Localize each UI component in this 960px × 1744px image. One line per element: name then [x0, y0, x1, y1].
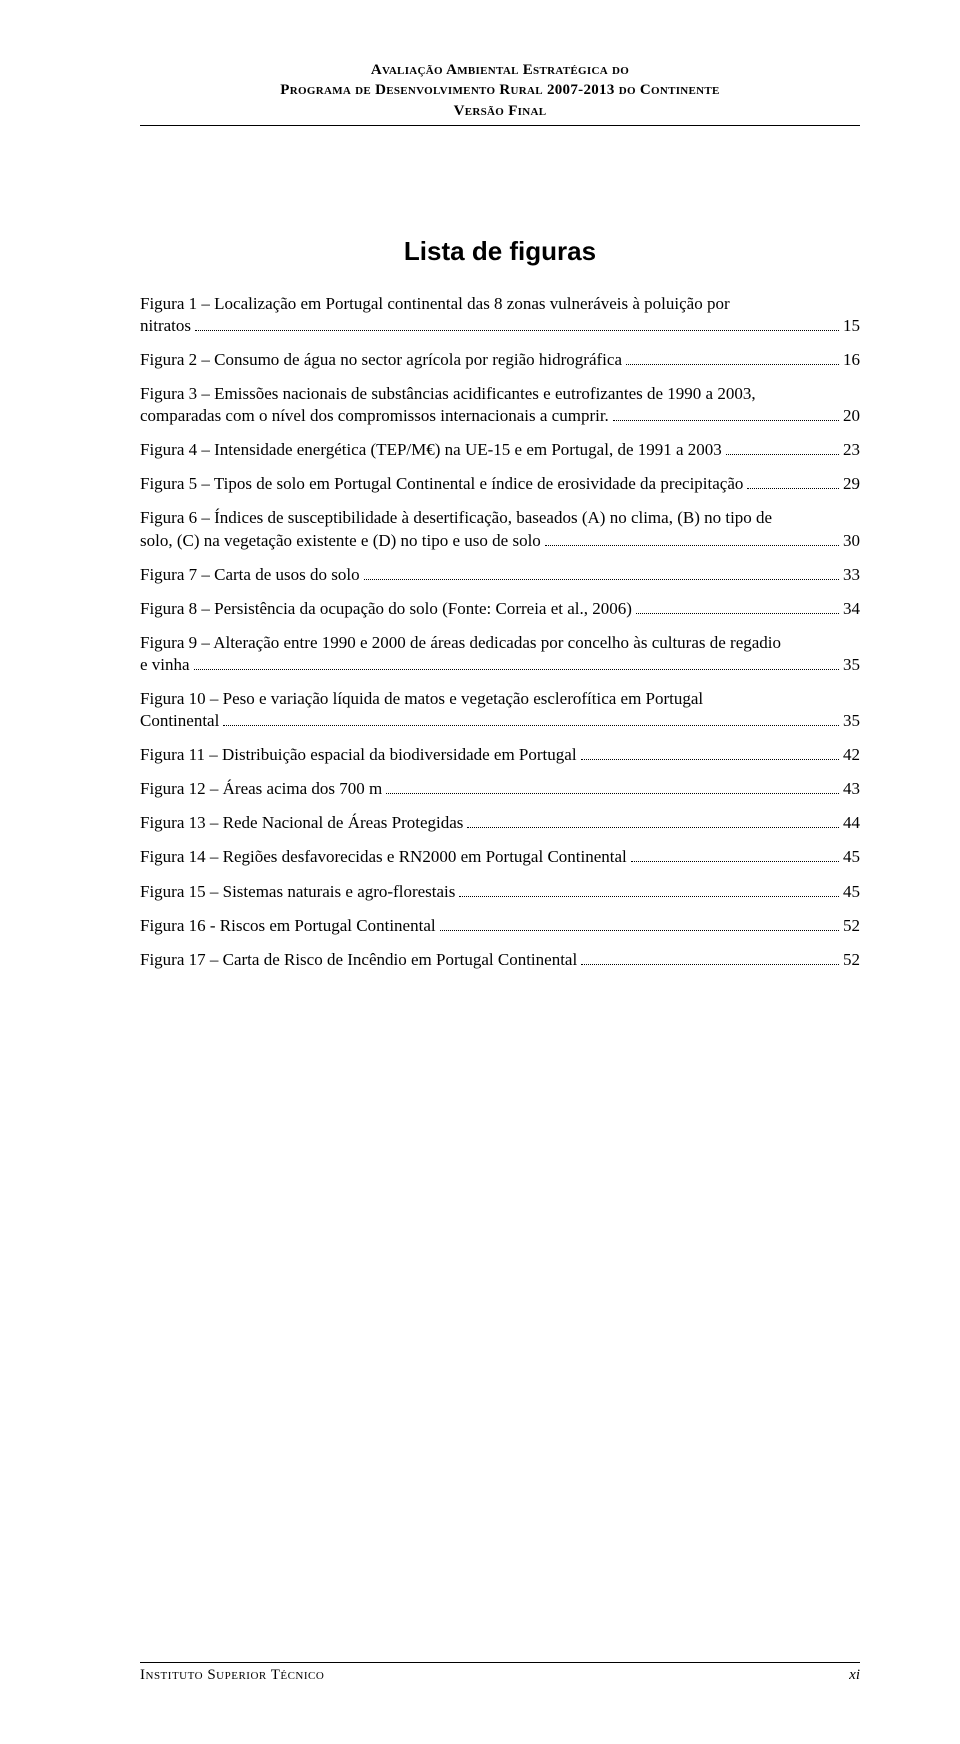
list-of-figures: Figura 1 – Localização em Portugal conti… — [140, 293, 860, 971]
toc-entry: Figura 4 – Intensidade energética (TEP/M… — [140, 439, 860, 461]
toc-entry-text-last: Figura 11 – Distribuição espacial da bio… — [140, 744, 577, 766]
toc-entry-text-last: Figura 2 – Consumo de água no sector agr… — [140, 349, 622, 371]
toc-leader-dots — [223, 725, 839, 726]
toc-entry-text-last: comparadas com o nível dos compromissos … — [140, 405, 609, 427]
toc-entry: Figura 14 – Regiões desfavorecidas e RN2… — [140, 846, 860, 868]
toc-leader-dots — [726, 454, 839, 455]
header-line-1: Avaliação Ambiental Estratégica do — [140, 60, 860, 80]
toc-entry-page: 45 — [843, 881, 860, 903]
footer-institution: Instituto Superior Técnico — [140, 1667, 324, 1684]
toc-entry: Figura 16 - Riscos em Portugal Continent… — [140, 915, 860, 937]
toc-entry-page: 23 — [843, 439, 860, 461]
page-title: Lista de figuras — [140, 236, 860, 267]
toc-leader-dots — [626, 364, 839, 365]
toc-entry: Figura 2 – Consumo de água no sector agr… — [140, 349, 860, 371]
toc-entry-page: 34 — [843, 598, 860, 620]
toc-entry-text-last: Figura 17 – Carta de Risco de Incêndio e… — [140, 949, 577, 971]
toc-leader-dots — [459, 896, 839, 897]
toc-entry-page: 45 — [843, 846, 860, 868]
toc-leader-dots — [195, 330, 839, 331]
toc-entry-page: 20 — [843, 405, 860, 427]
toc-entry-text: Figura 1 – Localização em Portugal conti… — [140, 293, 860, 315]
toc-entry: Figura 11 – Distribuição espacial da bio… — [140, 744, 860, 766]
toc-entry-page: 33 — [843, 564, 860, 586]
toc-entry: Figura 9 – Alteração entre 1990 e 2000 d… — [140, 632, 860, 676]
toc-leader-dots — [194, 669, 839, 670]
document-header: Avaliação Ambiental Estratégica do Progr… — [140, 60, 860, 121]
toc-entry-page: 44 — [843, 812, 860, 834]
toc-entry-text-last: Figura 16 - Riscos em Portugal Continent… — [140, 915, 436, 937]
toc-leader-dots — [581, 759, 839, 760]
toc-entry: Figura 17 – Carta de Risco de Incêndio e… — [140, 949, 860, 971]
toc-entry-page: 35 — [843, 654, 860, 676]
toc-leader-dots — [386, 793, 839, 794]
toc-entry-text: Figura 3 – Emissões nacionais de substân… — [140, 383, 860, 405]
toc-entry-text-last: Figura 15 – Sistemas naturais e agro-flo… — [140, 881, 455, 903]
toc-entry-page: 35 — [843, 710, 860, 732]
header-line-3: Versão Final — [140, 101, 860, 121]
toc-entry-text-last: solo, (C) na vegetação existente e (D) n… — [140, 530, 541, 552]
toc-leader-dots — [364, 579, 839, 580]
toc-entry-text-last: Figura 13 – Rede Nacional de Áreas Prote… — [140, 812, 463, 834]
footer-rule — [140, 1662, 860, 1663]
toc-entry-text-last: Figura 14 – Regiões desfavorecidas e RN2… — [140, 846, 627, 868]
header-line-2: Programa de Desenvolvimento Rural 2007-2… — [140, 80, 860, 100]
toc-entry: Figura 6 – Índices de susceptibilidade à… — [140, 507, 860, 551]
toc-entry: Figura 1 – Localização em Portugal conti… — [140, 293, 860, 337]
toc-entry-text-last: Figura 12 – Áreas acima dos 700 m — [140, 778, 382, 800]
toc-entry-page: 29 — [843, 473, 860, 495]
toc-entry-text-last: Figura 7 – Carta de usos do solo — [140, 564, 360, 586]
toc-leader-dots — [440, 930, 839, 931]
toc-entry-page: 43 — [843, 778, 860, 800]
toc-leader-dots — [631, 861, 839, 862]
toc-entry: Figura 15 – Sistemas naturais e agro-flo… — [140, 881, 860, 903]
toc-entry-page: 16 — [843, 349, 860, 371]
footer-page-number: xi — [849, 1667, 860, 1684]
header-rule — [140, 125, 860, 126]
document-footer: Instituto Superior Técnico xi — [140, 1662, 860, 1684]
toc-leader-dots — [581, 964, 839, 965]
toc-leader-dots — [747, 488, 839, 489]
toc-entry-page: 52 — [843, 915, 860, 937]
toc-entry: Figura 8 – Persistência da ocupação do s… — [140, 598, 860, 620]
toc-entry-text-last: e vinha — [140, 654, 190, 676]
toc-entry-text: Figura 6 – Índices de susceptibilidade à… — [140, 507, 860, 529]
toc-entry-text-last: Figura 5 – Tipos de solo em Portugal Con… — [140, 473, 743, 495]
toc-entry-text-last: nitratos — [140, 315, 191, 337]
toc-leader-dots — [545, 545, 839, 546]
toc-leader-dots — [467, 827, 839, 828]
toc-entry: Figura 3 – Emissões nacionais de substân… — [140, 383, 860, 427]
toc-entry-text: Figura 10 – Peso e variação líquida de m… — [140, 688, 860, 710]
toc-entry: Figura 7 – Carta de usos do solo 33 — [140, 564, 860, 586]
toc-entry-text: Figura 9 – Alteração entre 1990 e 2000 d… — [140, 632, 860, 654]
toc-entry-text-last: Continental — [140, 710, 219, 732]
toc-entry-page: 30 — [843, 530, 860, 552]
toc-entry: Figura 12 – Áreas acima dos 700 m 43 — [140, 778, 860, 800]
toc-entry: Figura 5 – Tipos de solo em Portugal Con… — [140, 473, 860, 495]
toc-entry-text-last: Figura 8 – Persistência da ocupação do s… — [140, 598, 632, 620]
toc-entry: Figura 13 – Rede Nacional de Áreas Prote… — [140, 812, 860, 834]
toc-entry-page: 42 — [843, 744, 860, 766]
toc-leader-dots — [613, 420, 839, 421]
toc-entry: Figura 10 – Peso e variação líquida de m… — [140, 688, 860, 732]
toc-leader-dots — [636, 613, 839, 614]
toc-entry-text-last: Figura 4 – Intensidade energética (TEP/M… — [140, 439, 722, 461]
toc-entry-page: 15 — [843, 315, 860, 337]
toc-entry-page: 52 — [843, 949, 860, 971]
